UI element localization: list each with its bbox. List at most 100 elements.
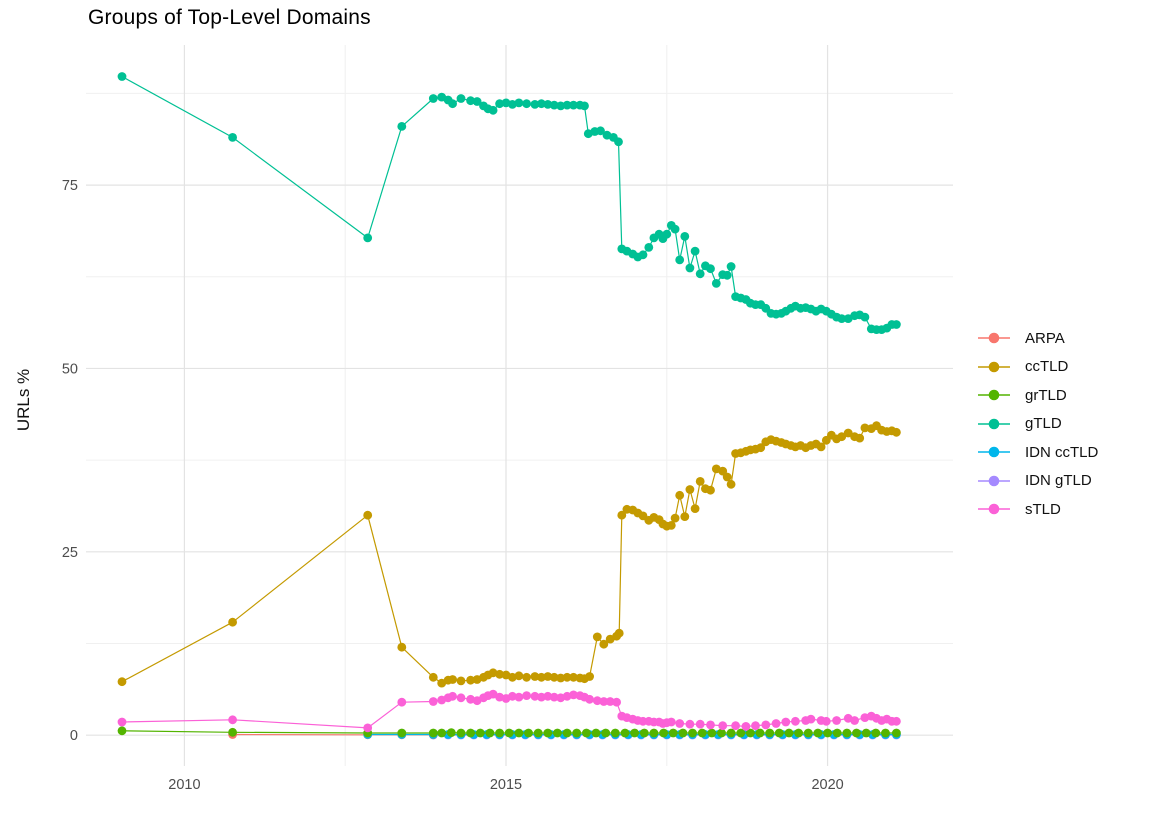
series-point-ccTLD	[816, 442, 826, 452]
series-point-sTLD	[605, 697, 615, 706]
series-point-ccTLD	[726, 479, 736, 489]
series-point-ccTLD	[670, 513, 680, 523]
series-point-sTLD	[892, 716, 901, 726]
series-point-grTLD	[852, 728, 861, 738]
series-point-ccTLD	[522, 672, 531, 682]
series-point-sTLD	[599, 697, 609, 706]
series-point-grTLD	[871, 728, 881, 738]
series-point-sTLD	[117, 717, 127, 727]
legend-label-idn-gtld: IDN gTLD	[1025, 472, 1092, 490]
series-point-ccTLD	[614, 628, 624, 638]
series-point-ccTLD	[117, 677, 127, 687]
series-point-ccTLD	[860, 423, 870, 433]
series-point-grTLD	[485, 728, 495, 738]
series-point-gTLD	[837, 314, 847, 323]
legend-label-arpa: ARPA	[1025, 329, 1065, 347]
series-point-sTLD	[612, 697, 621, 707]
series-point-ccTLD	[543, 672, 553, 681]
series-point-ccTLD	[530, 672, 540, 681]
series-point-grTLD	[881, 728, 890, 738]
series-point-ccTLD	[466, 675, 475, 685]
legend-key-idn-cctld-icon	[978, 446, 1010, 458]
series-point-ccTLD	[428, 672, 438, 682]
series-point-ccTLD	[537, 672, 546, 682]
series-line-ccTLD	[121, 425, 897, 684]
series-point-sTLD	[781, 717, 791, 727]
series-point-sTLD	[850, 716, 859, 725]
series-point-grTLD	[475, 728, 485, 738]
series-point-sTLD	[791, 716, 800, 726]
series-point-grTLD	[823, 728, 832, 738]
series-point-grTLD	[659, 728, 668, 738]
legend-label-gtld: gTLD	[1025, 415, 1062, 433]
series-point-sTLD	[832, 716, 841, 725]
series-point-ccTLD	[228, 617, 238, 627]
series-point-grTLD	[774, 728, 784, 738]
series-point-ccTLD	[592, 632, 602, 642]
series-point-grTLD	[466, 728, 475, 738]
x-tick-label: 2010	[168, 777, 200, 793]
series-point-grTLD	[717, 728, 726, 738]
series-point-sTLD	[771, 719, 781, 728]
series-point-grTLD	[620, 728, 630, 738]
series-point-ccTLD	[675, 490, 685, 500]
series-point-sTLD	[537, 692, 546, 702]
series-point-gTLD	[722, 270, 732, 280]
series-point-grTLD	[553, 728, 562, 738]
series-point-grTLD	[591, 728, 601, 738]
series-point-grTLD	[117, 726, 127, 736]
legend-key-cctld-icon	[978, 361, 1010, 373]
series-point-sTLD	[397, 697, 407, 707]
series-point-grTLD	[794, 728, 803, 738]
series-point-ccTLD	[556, 673, 566, 683]
series-point-ccTLD	[549, 672, 559, 682]
series-point-grTLD	[639, 728, 649, 738]
series-point-gTLD	[363, 233, 373, 243]
series-point-ccTLD	[495, 669, 504, 679]
series-point-grTLD	[228, 727, 238, 737]
series-point-sTLD	[592, 696, 602, 706]
series-point-sTLD	[666, 717, 676, 727]
series-point-gTLD	[711, 279, 721, 288]
series-point-grTLD	[562, 728, 572, 738]
series-point-grTLD	[504, 728, 514, 738]
legend: ARPA ccTLD grTLD gTLD IDN ccTLD IDN gTLD sTLD	[977, 324, 1098, 524]
series-point-gTLD	[556, 101, 566, 111]
series-point-grTLD	[842, 728, 852, 738]
series-point-grTLD	[678, 728, 688, 738]
series-point-grTLD	[649, 728, 659, 738]
series-point-sTLD	[806, 714, 816, 724]
series-point-sTLD	[522, 691, 531, 700]
series-point-gTLD	[892, 320, 901, 329]
series-point-sTLD	[228, 715, 238, 725]
series-point-grTLD	[765, 728, 775, 738]
series-point-ccTLD	[706, 485, 715, 495]
series-point-gTLD	[562, 100, 572, 110]
series-point-grTLD	[668, 728, 678, 738]
series-point-grTLD	[832, 728, 842, 738]
series-point-grTLD	[707, 728, 717, 738]
series-point-gTLD	[397, 122, 407, 131]
series-point-gTLD	[695, 269, 705, 279]
legend-key-idn-gtld-icon	[978, 475, 1010, 487]
series-point-sTLD	[675, 719, 685, 728]
series-point-grTLD	[446, 728, 456, 737]
series-point-sTLD	[751, 721, 760, 731]
series-point-ccTLD	[855, 433, 865, 443]
legend-item-idn-gtld: IDN gTLD	[977, 467, 1098, 496]
series-point-grTLD	[813, 728, 823, 738]
series-point-ccTLD	[456, 676, 466, 686]
series-point-grTLD	[892, 728, 901, 738]
series-point-sTLD	[761, 720, 771, 730]
legend-label-cctld: ccTLD	[1025, 358, 1069, 376]
series-point-sTLD	[685, 719, 695, 729]
series-point-gTLD	[580, 101, 589, 111]
legend-item-gtld: gTLD	[977, 410, 1098, 439]
series-point-ccTLD	[397, 642, 407, 652]
series-point-sTLD	[530, 691, 540, 701]
series-point-gTLD	[569, 100, 578, 110]
series-point-sTLD	[718, 721, 728, 731]
series-point-gTLD	[466, 96, 475, 106]
series-point-ccTLD	[722, 472, 732, 482]
